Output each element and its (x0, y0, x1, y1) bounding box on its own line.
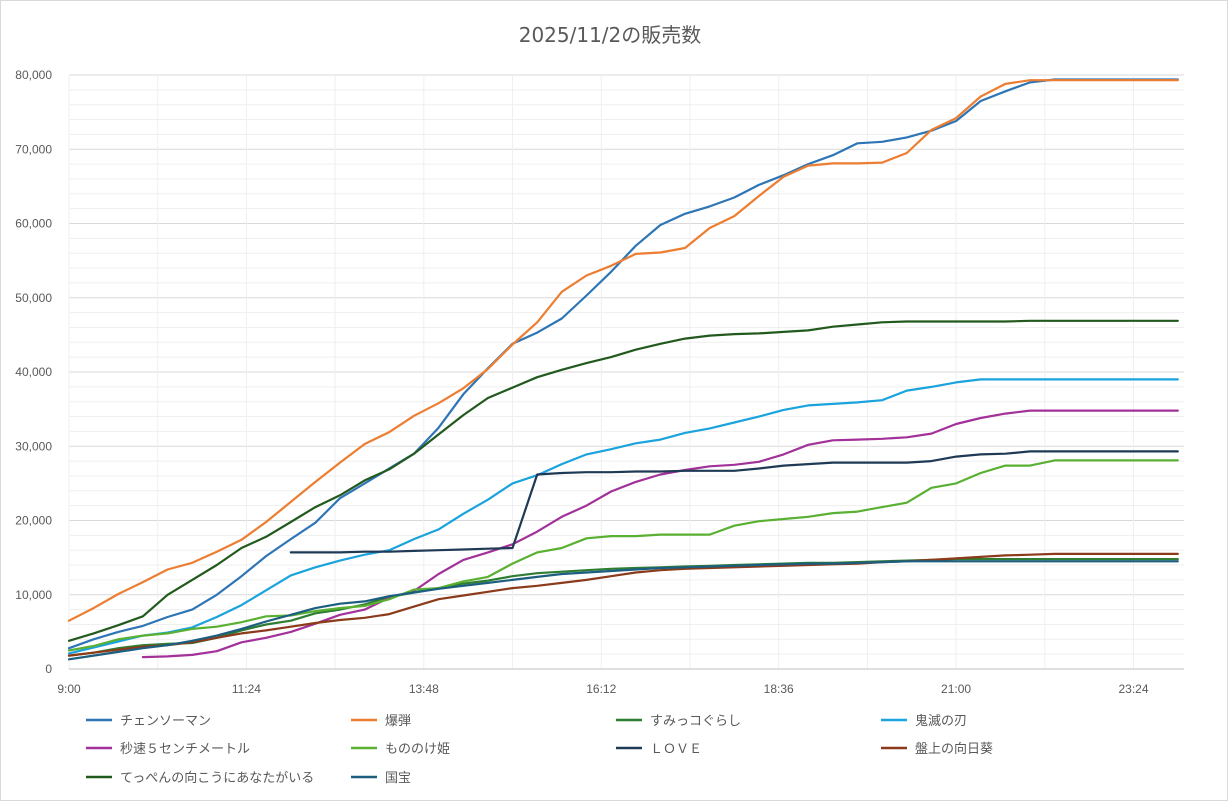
legend-item[interactable]: てっぺんの向こうにあなたがいる (86, 770, 314, 786)
series-line-9 (67, 560, 1179, 661)
series-line-6 (289, 450, 1179, 554)
legend-item[interactable]: 鬼滅の刃 (881, 713, 967, 729)
legend-label: 秒速５センチメートル (120, 742, 250, 757)
y-axis-tick-labels: 0 10,000 20,000 30,000 40,000 50,000 60,000 70,… (15, 68, 52, 676)
legend-label: 盤上の向日葵 (915, 741, 993, 757)
y-tick-label: 70,000 (15, 142, 52, 156)
x-tick-label: 21:00 (941, 682, 971, 696)
legend-item[interactable]: もののけ姫 (351, 742, 450, 757)
y-tick-label: 50,000 (15, 291, 52, 305)
x-tick-label: 9:00 (57, 682, 81, 696)
legend-item[interactable]: 爆弾 (351, 714, 411, 729)
legend-item[interactable]: すみっコぐらし (616, 714, 741, 729)
series-line-5 (67, 459, 1179, 652)
series-lines (67, 78, 1179, 661)
y-tick-label: 20,000 (15, 514, 52, 528)
series-line-3 (67, 378, 1179, 655)
y-tick-label: 0 (45, 662, 52, 676)
x-tick-label: 16:12 (586, 682, 616, 696)
x-tick-label: 23:24 (1118, 682, 1148, 696)
y-tick-label: 60,000 (15, 217, 52, 231)
series-line-7 (67, 552, 1179, 657)
y-tick-label: 40,000 (15, 365, 52, 379)
x-tick-label: 18:36 (764, 682, 794, 696)
legend-label: すみっコぐらし (650, 714, 741, 729)
x-tick-label: 11:24 (232, 682, 261, 696)
y-tick-label: 10,000 (15, 588, 52, 602)
series-line-2 (67, 558, 1179, 657)
y-tick-label: 80,000 (15, 68, 52, 82)
legend-label: 国宝 (385, 771, 411, 786)
x-axis-tick-labels: 9:00 11:24 13:48 16:12 18:36 21:00 23:24 (57, 682, 1149, 696)
legend-label: ＬＯＶＥ (650, 742, 702, 757)
x-tick-label: 13:48 (409, 682, 439, 696)
series-line-1 (67, 79, 1179, 622)
legend-item[interactable]: ＬＯＶＥ (616, 742, 702, 757)
legend-item[interactable]: チェンソーマン (86, 714, 211, 729)
legend-label: てっぺんの向こうにあなたがいる (120, 770, 314, 786)
legend-label: チェンソーマン (120, 714, 211, 729)
series-line-0 (67, 78, 1179, 650)
legend-item[interactable]: 秒速５センチメートル (86, 742, 250, 757)
legend-item[interactable]: 国宝 (351, 771, 411, 786)
chart-title: 2025/11/2の販売数 (519, 23, 702, 47)
legend-label: 爆弾 (385, 714, 411, 729)
legend-label: 鬼滅の刃 (915, 713, 967, 729)
y-tick-label: 30,000 (15, 439, 52, 453)
series-line-8 (67, 319, 1179, 642)
legend-item[interactable]: 盤上の向日葵 (881, 741, 993, 757)
legend-label: もののけ姫 (385, 742, 450, 757)
